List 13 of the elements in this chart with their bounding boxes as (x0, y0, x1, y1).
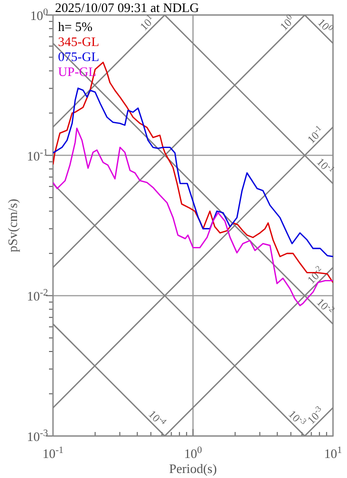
y-tick-label: 10$^{-1}$ (26, 146, 48, 164)
x-tick-label: 10$^{1}$ (324, 444, 342, 461)
y-tick-label: 10$^{-2}$ (26, 287, 48, 304)
x-tick-label: 10$^{-1}$ (42, 444, 64, 461)
annotation: h= 5% (58, 19, 93, 34)
y-axis-title: pSv(cm/s) (5, 198, 20, 252)
text: 075-GL (58, 49, 100, 64)
y-tick-label: 10$^{-3}$ (26, 428, 48, 444)
y-tick-label: 10$^{0}$ (30, 6, 48, 23)
x-axis-title: Period(s) (169, 461, 217, 476)
chart-title: 2025/10/07 09:31 at NDLG (55, 0, 200, 15)
series-label: 345-GL (58, 34, 100, 49)
x-tick-label: 10$^{0}$ (184, 444, 202, 461)
